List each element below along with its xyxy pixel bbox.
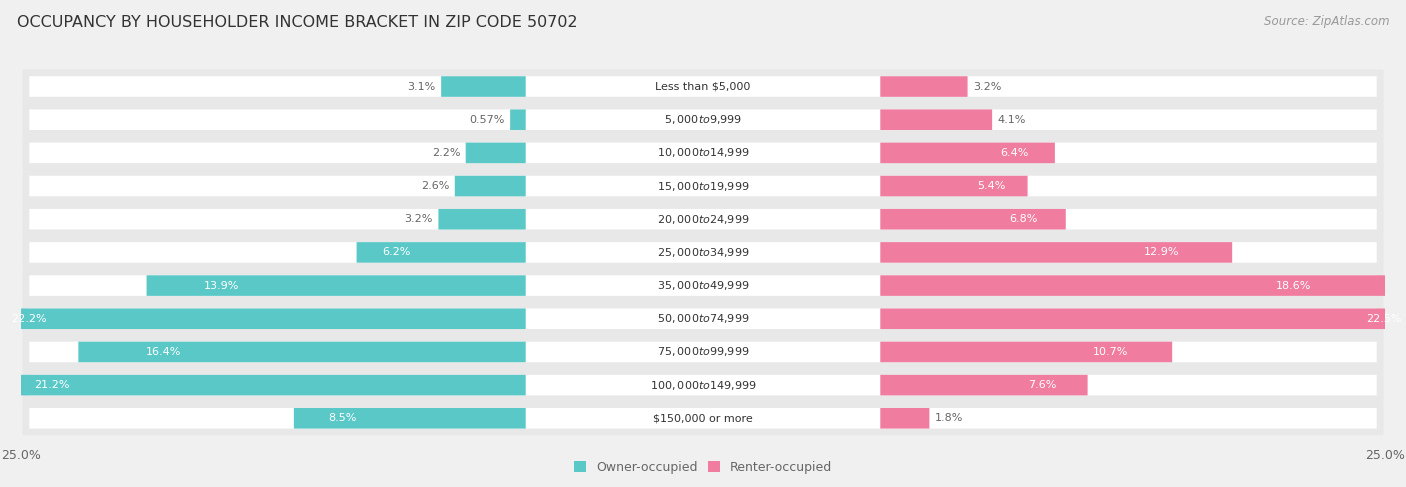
FancyBboxPatch shape (30, 209, 1376, 229)
FancyBboxPatch shape (880, 375, 1088, 395)
Text: 3.2%: 3.2% (973, 81, 1001, 92)
Text: 18.6%: 18.6% (1277, 281, 1312, 291)
Text: 2.2%: 2.2% (432, 148, 460, 158)
FancyBboxPatch shape (30, 176, 1376, 196)
FancyBboxPatch shape (22, 401, 1384, 435)
Text: $50,000 to $74,999: $50,000 to $74,999 (657, 312, 749, 325)
FancyBboxPatch shape (880, 242, 1232, 262)
Text: 3.2%: 3.2% (405, 214, 433, 224)
Text: 22.5%: 22.5% (1367, 314, 1402, 324)
Text: 0.57%: 0.57% (470, 115, 505, 125)
Text: 6.4%: 6.4% (1000, 148, 1029, 158)
FancyBboxPatch shape (22, 169, 1384, 203)
Text: $100,000 to $149,999: $100,000 to $149,999 (650, 378, 756, 392)
Text: $5,000 to $9,999: $5,000 to $9,999 (664, 113, 742, 126)
FancyBboxPatch shape (465, 143, 526, 163)
FancyBboxPatch shape (30, 342, 1376, 362)
Text: 6.8%: 6.8% (1010, 214, 1038, 224)
FancyBboxPatch shape (22, 236, 1384, 269)
FancyBboxPatch shape (79, 342, 526, 362)
FancyBboxPatch shape (0, 375, 526, 395)
FancyBboxPatch shape (30, 375, 1376, 395)
Text: 2.6%: 2.6% (420, 181, 450, 191)
Text: $150,000 or more: $150,000 or more (654, 413, 752, 423)
FancyBboxPatch shape (0, 308, 526, 329)
Text: $20,000 to $24,999: $20,000 to $24,999 (657, 213, 749, 226)
FancyBboxPatch shape (146, 275, 526, 296)
FancyBboxPatch shape (880, 342, 1173, 362)
FancyBboxPatch shape (22, 302, 1384, 336)
FancyBboxPatch shape (880, 110, 993, 130)
Text: 16.4%: 16.4% (145, 347, 181, 357)
Text: 12.9%: 12.9% (1144, 247, 1180, 258)
Text: 5.4%: 5.4% (977, 181, 1005, 191)
Text: $10,000 to $14,999: $10,000 to $14,999 (657, 147, 749, 159)
FancyBboxPatch shape (357, 242, 526, 262)
FancyBboxPatch shape (294, 408, 526, 429)
Text: 8.5%: 8.5% (329, 413, 357, 423)
Text: $25,000 to $34,999: $25,000 to $34,999 (657, 246, 749, 259)
FancyBboxPatch shape (22, 103, 1384, 137)
Text: 4.1%: 4.1% (998, 115, 1026, 125)
FancyBboxPatch shape (30, 143, 1376, 163)
FancyBboxPatch shape (22, 335, 1384, 369)
FancyBboxPatch shape (880, 176, 1028, 196)
Text: Source: ZipAtlas.com: Source: ZipAtlas.com (1264, 15, 1389, 28)
Text: 10.7%: 10.7% (1092, 347, 1129, 357)
FancyBboxPatch shape (510, 110, 526, 130)
Text: OCCUPANCY BY HOUSEHOLDER INCOME BRACKET IN ZIP CODE 50702: OCCUPANCY BY HOUSEHOLDER INCOME BRACKET … (17, 15, 578, 30)
Text: $35,000 to $49,999: $35,000 to $49,999 (657, 279, 749, 292)
FancyBboxPatch shape (30, 408, 1376, 429)
FancyBboxPatch shape (22, 202, 1384, 236)
Text: 22.2%: 22.2% (11, 314, 46, 324)
FancyBboxPatch shape (880, 275, 1388, 296)
Text: 6.2%: 6.2% (382, 247, 411, 258)
FancyBboxPatch shape (22, 269, 1384, 302)
FancyBboxPatch shape (30, 242, 1376, 262)
Text: Less than $5,000: Less than $5,000 (655, 81, 751, 92)
Text: $75,000 to $99,999: $75,000 to $99,999 (657, 345, 749, 358)
FancyBboxPatch shape (441, 76, 526, 97)
FancyBboxPatch shape (22, 136, 1384, 170)
FancyBboxPatch shape (880, 76, 967, 97)
FancyBboxPatch shape (880, 308, 1406, 329)
FancyBboxPatch shape (880, 408, 929, 429)
FancyBboxPatch shape (22, 368, 1384, 402)
FancyBboxPatch shape (30, 308, 1376, 329)
FancyBboxPatch shape (30, 76, 1376, 97)
FancyBboxPatch shape (30, 110, 1376, 130)
FancyBboxPatch shape (22, 70, 1384, 103)
FancyBboxPatch shape (454, 176, 526, 196)
FancyBboxPatch shape (439, 209, 526, 229)
Text: 13.9%: 13.9% (204, 281, 239, 291)
Text: 3.1%: 3.1% (408, 81, 436, 92)
FancyBboxPatch shape (880, 143, 1054, 163)
Legend: Owner-occupied, Renter-occupied: Owner-occupied, Renter-occupied (568, 456, 838, 479)
FancyBboxPatch shape (880, 209, 1066, 229)
FancyBboxPatch shape (30, 275, 1376, 296)
Text: $15,000 to $19,999: $15,000 to $19,999 (657, 180, 749, 192)
Text: 7.6%: 7.6% (1028, 380, 1056, 390)
Text: 21.2%: 21.2% (34, 380, 70, 390)
Text: 1.8%: 1.8% (935, 413, 963, 423)
